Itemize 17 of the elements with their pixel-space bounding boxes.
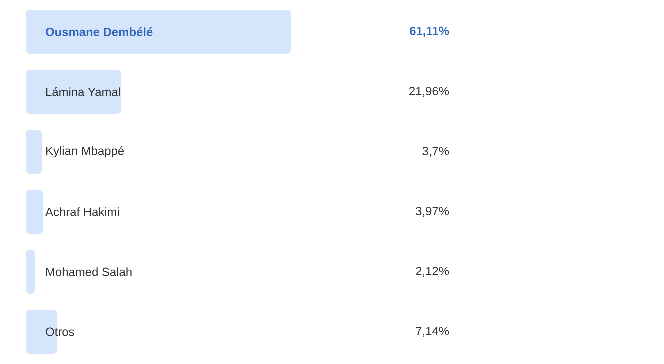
data-label: 61,11% [410,26,450,38]
data-label: 3,97% [416,207,450,217]
y-tick-label: Lámina Yamal [46,88,120,96]
y-tick-label: Achraf Hakimi [46,208,120,216]
bar [26,250,36,294]
bar [26,130,42,174]
y-tick-label: Mohamed Salah [46,268,132,276]
data-label: 21,96% [410,87,450,97]
bar [26,190,44,234]
bar [26,70,122,114]
y-tick-label: Otros [46,328,74,336]
bar [26,10,292,54]
data-label: 2,12% [416,267,450,277]
y-tick-label: Ousmane Dembélé [46,28,153,36]
data-label: 3,7% [422,147,450,157]
data-label: 7,14% [416,327,450,337]
y-tick-label: Kylian Mbappé [46,146,124,158]
